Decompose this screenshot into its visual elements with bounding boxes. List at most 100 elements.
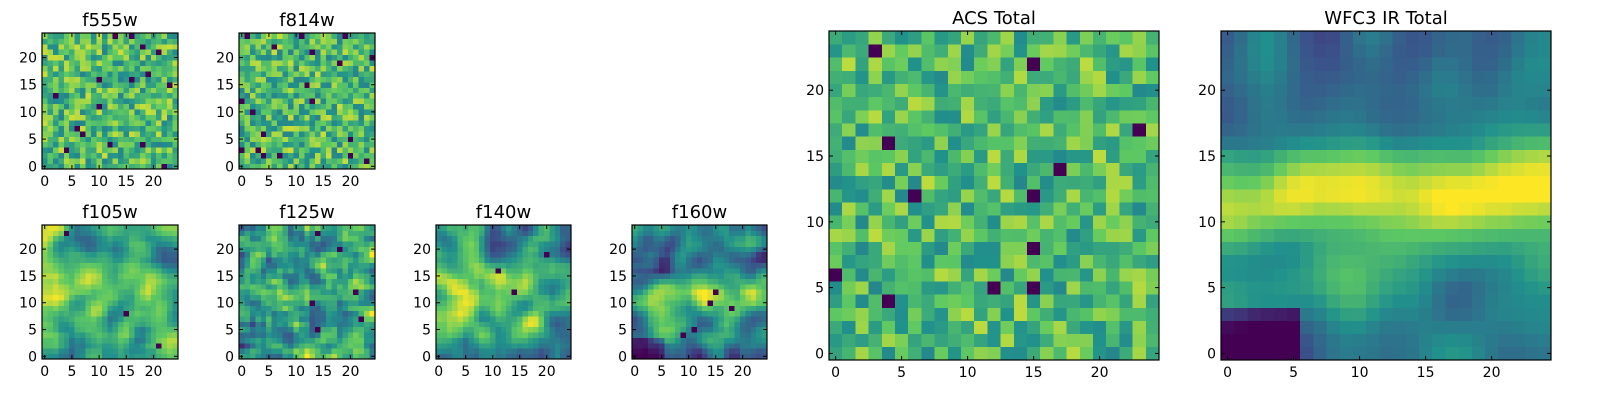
heatmap-cell [336, 300, 343, 306]
heatmap-cell [1366, 162, 1380, 177]
heatmap-cell [696, 300, 703, 306]
heatmap-cell [42, 87, 48, 94]
heatmap-cell [85, 92, 92, 99]
heatmap-cell [1145, 31, 1160, 45]
heatmap-cell [637, 230, 644, 237]
heatmap-cell [172, 71, 179, 77]
heatmap-cell [669, 337, 676, 344]
heatmap-cell [565, 348, 572, 355]
heatmap-cell [156, 316, 163, 322]
heatmap-cell [842, 44, 856, 58]
heatmap-cell [320, 235, 327, 242]
heatmap-cell [734, 348, 741, 355]
heatmap-cell [500, 294, 507, 301]
heatmap-cell [446, 230, 453, 237]
heatmap-cell [260, 278, 267, 285]
heatmap-cell [686, 310, 692, 317]
heatmap-cell [1471, 294, 1486, 308]
heatmap-cell [347, 273, 354, 279]
heatmap-cell [47, 305, 54, 312]
heatmap-cell [255, 114, 262, 121]
heatmap-cell [1234, 267, 1248, 282]
heatmap-cell [490, 342, 496, 349]
heatmap-cell [52, 130, 59, 137]
heatmap-cell [118, 114, 124, 121]
heatmap-cell [309, 125, 316, 132]
heatmap-cell [331, 103, 338, 110]
heatmap-cell [680, 337, 687, 344]
heatmap-cell [239, 71, 245, 77]
heatmap-cell [637, 353, 644, 360]
heatmap-cell [1445, 333, 1459, 348]
heatmap-cell [134, 257, 141, 263]
heatmap-cell [740, 257, 746, 263]
heatmap-cell [364, 342, 370, 349]
heatmap-cell [1326, 228, 1341, 242]
heatmap-cell [565, 337, 572, 344]
heatmap-cell [1366, 267, 1380, 282]
heatmap-cell [342, 246, 349, 253]
heatmap-cell [80, 81, 86, 88]
heatmap-cell [740, 278, 746, 285]
heatmap-cell [80, 114, 86, 121]
heatmap-cell [1145, 175, 1160, 190]
heatmap-cell [842, 228, 856, 242]
heatmap-cell [353, 332, 360, 338]
heatmap-cell [1419, 254, 1433, 269]
heatmap-cell [331, 257, 338, 263]
heatmap-cell [506, 353, 512, 360]
heatmap-cell [271, 141, 278, 148]
heatmap-cell [745, 305, 752, 312]
heatmap-cell [156, 49, 163, 56]
heatmap-cell [934, 149, 949, 163]
heatmap-cell [452, 246, 458, 253]
heatmap-cell [675, 257, 681, 263]
heatmap-cell [1260, 162, 1275, 177]
heatmap-cell [473, 353, 480, 360]
heatmap-cell [664, 257, 671, 263]
heatmap-cell [260, 305, 267, 312]
heatmap-cell [134, 348, 141, 355]
heatmap-cell [326, 310, 332, 317]
heatmap-cell [96, 98, 103, 105]
heatmap-cell [511, 289, 518, 296]
heatmap-cell [139, 353, 146, 360]
heatmap-cell [452, 267, 458, 274]
heatmap-cell [1079, 202, 1094, 216]
heatmap-cell [855, 333, 869, 348]
heatmap-cell [1405, 188, 1420, 203]
heatmap-cell [740, 326, 746, 333]
heatmap-cell [96, 321, 103, 328]
heatmap-cell [342, 76, 349, 83]
heatmap-cell [364, 103, 370, 110]
heatmap-cell [895, 44, 909, 58]
heatmap-cell [282, 130, 289, 137]
heatmap-cell [156, 33, 163, 39]
heatmap-cell [315, 125, 321, 132]
heatmap-cell [506, 332, 512, 338]
heatmap-cell [490, 283, 496, 290]
heatmap-cell [1066, 281, 1081, 295]
heatmap-cell [1247, 241, 1261, 256]
heatmap-cell [134, 114, 141, 121]
heatmap-cell [1093, 267, 1107, 282]
heatmap-cell [336, 353, 343, 360]
heatmap-cell [282, 92, 289, 99]
heatmap-cell [156, 230, 163, 237]
heatmap-cell [277, 109, 283, 115]
heatmap-cell [549, 289, 556, 296]
heatmap-cell [1511, 333, 1525, 348]
heatmap-cell [544, 278, 550, 285]
heatmap-cell [554, 332, 561, 338]
heatmap-cell [484, 348, 491, 355]
heatmap-cell [1145, 123, 1160, 137]
heatmap-cell [167, 158, 173, 164]
heatmap-cell [85, 76, 92, 83]
heatmap-cell [538, 241, 545, 247]
heatmap-cell [473, 235, 480, 242]
heatmap-cell [554, 348, 561, 355]
heatmap-cell [740, 300, 746, 306]
heatmap-cell [1353, 162, 1367, 177]
heatmap-cell [282, 38, 289, 45]
heatmap-cell [729, 332, 735, 338]
